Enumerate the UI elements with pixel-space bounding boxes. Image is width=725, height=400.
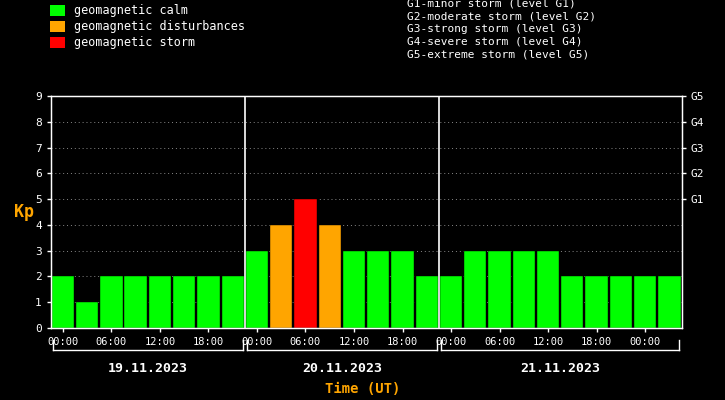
Bar — [173, 276, 195, 328]
Bar — [270, 225, 292, 328]
Bar — [513, 251, 535, 328]
Bar — [343, 251, 365, 328]
Text: G1-minor storm (level G1)
G2-moderate storm (level G2)
G3-strong storm (level G3: G1-minor storm (level G1) G2-moderate st… — [407, 0, 596, 60]
Bar — [51, 276, 74, 328]
Bar — [658, 276, 681, 328]
Bar — [561, 276, 584, 328]
Bar — [149, 276, 171, 328]
Text: 19.11.2023: 19.11.2023 — [108, 362, 188, 375]
Bar — [585, 276, 608, 328]
Bar — [100, 276, 123, 328]
Text: 20.11.2023: 20.11.2023 — [302, 362, 382, 375]
Bar — [464, 251, 486, 328]
Y-axis label: Kp: Kp — [14, 203, 34, 221]
Bar — [537, 251, 559, 328]
Text: 21.11.2023: 21.11.2023 — [521, 362, 600, 375]
Bar — [318, 225, 341, 328]
Bar — [222, 276, 244, 328]
Bar — [294, 199, 317, 328]
Bar — [197, 276, 220, 328]
Bar — [125, 276, 147, 328]
Text: Time (UT): Time (UT) — [325, 382, 400, 396]
Bar — [610, 276, 632, 328]
Bar — [634, 276, 656, 328]
Bar — [440, 276, 463, 328]
Bar — [246, 251, 268, 328]
Legend: geomagnetic calm, geomagnetic disturbances, geomagnetic storm: geomagnetic calm, geomagnetic disturbanc… — [50, 4, 245, 49]
Bar — [415, 276, 438, 328]
Bar — [367, 251, 389, 328]
Bar — [392, 251, 414, 328]
Bar — [489, 251, 510, 328]
Bar — [76, 302, 99, 328]
